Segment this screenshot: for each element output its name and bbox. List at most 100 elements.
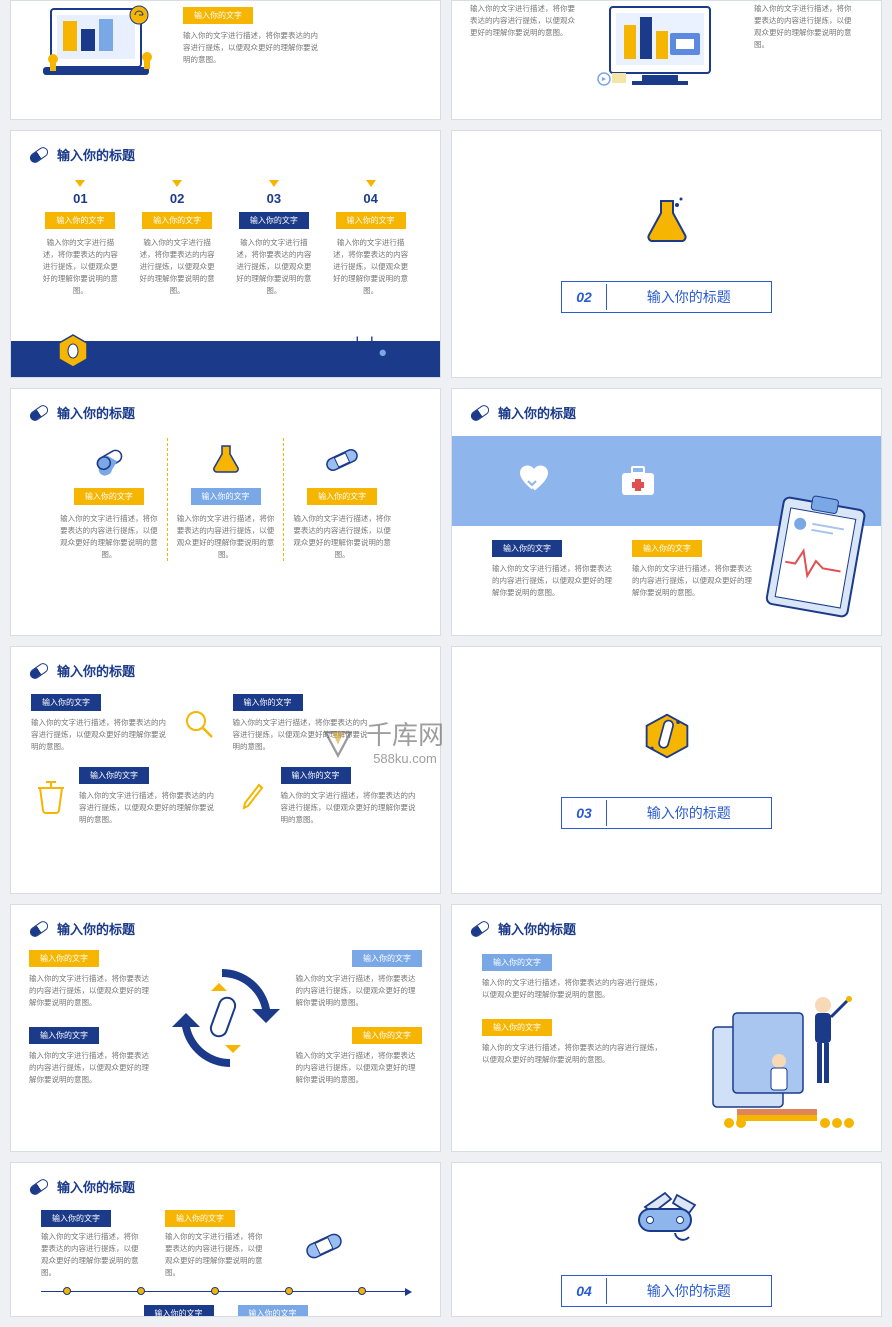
body-text: 输入你的文字进行描述，将你要表达的内容进行提炼，以便观众更好的理解你要说明的意图… bbox=[176, 513, 276, 561]
slide-partial-top-right: 输入你的文字进行描述，将你要表达的内容进行提炼，以便观众更好的理解你要说明的意图… bbox=[451, 0, 882, 120]
slide-divider-04-partial: 04 输入你的标题 bbox=[451, 1162, 882, 1317]
slide-blue-band: 输入你的标题 输入你的文字 输入你的文字进行描述，将你要表达的内容进行提炼，以便… bbox=[451, 388, 882, 636]
text-tag: 输入你的文字 bbox=[41, 1210, 111, 1227]
text-tag: 输入你的文字 bbox=[29, 950, 99, 967]
tl-top-1: 输入你的文字 输入你的文字进行描述，将你要表达的内容进行提炼，以便观众更好的理解… bbox=[41, 1210, 141, 1279]
text-tag: 输入你的文字 bbox=[482, 1019, 552, 1036]
column-number: 02 bbox=[138, 191, 217, 206]
hex-tube-icon bbox=[639, 711, 695, 761]
slide-vertical-two: 输入你的标题 输入你的文字 输入你的文字进行描述，将你要表达的内容进行提炼，以便… bbox=[451, 904, 882, 1152]
bandage-icon bbox=[324, 444, 360, 474]
stethoscope-icon bbox=[350, 331, 390, 371]
slide-title-text: 输入你的标题 bbox=[57, 145, 135, 164]
divider-number: 03 bbox=[562, 800, 607, 826]
body-text: 输入你的文字进行描述，将你要表达的内容进行提炼，以便观众更好的理解你要说明的意图… bbox=[233, 717, 373, 753]
band-col-1: 输入你的文字 输入你的文字进行描述，将你要表达的内容进行提炼，以便观众更好的理解… bbox=[492, 540, 612, 599]
body-text: 输入你的文字进行描述，将你要表达的内容进行提炼，以便观众更好的理解你要说明的意图… bbox=[31, 717, 171, 753]
text-tag: 输入你的文字 bbox=[29, 1027, 99, 1044]
triangle-icon bbox=[172, 180, 182, 187]
capsule-icon bbox=[92, 442, 126, 476]
column-02: 02 输入你的文字 输入你的文字进行描述，将你要表达的内容进行提炼，以便观众更好… bbox=[138, 180, 217, 297]
body-text: 输入你的文字进行描述，将你要表达的内容进行提炼，以便观众更好的理解你要说明的意图… bbox=[29, 973, 156, 1009]
text-tag: 输入你的文字 bbox=[191, 488, 261, 505]
body-text: 输入你的文字进行描述，将你要表达的内容进行提炼，以便观众更好的理解你要说明的意图… bbox=[296, 973, 423, 1009]
cycle-left-col: 输入你的文字 输入你的文字进行描述，将你要表达的内容进行提炼，以便观众更好的理解… bbox=[29, 950, 156, 1086]
body-text: 输入你的文字进行描述，将你要表达的内容进行提炼，以便观众更好的理解你要说明的意图… bbox=[281, 790, 421, 826]
body-text: 输入你的文字进行描述，将你要表达的内容进行提炼，以便观众更好的理解你要说明的意图… bbox=[482, 1042, 662, 1066]
body-text: 输入你的文字进行描述，将你要表达的内容进行提炼，以便观众更好的理解你要说明的意图… bbox=[632, 563, 752, 599]
text-tag: 输入你的文字 bbox=[142, 212, 212, 229]
grid-item-3: 输入你的文字 输入你的文字进行描述，将你要表达的内容进行提炼，以便观众更好的理解… bbox=[31, 767, 219, 826]
text-tag: 输入你的文字 bbox=[165, 1210, 235, 1227]
slide-title-text: 输入你的标题 bbox=[57, 403, 135, 422]
text-tag: 输入你的文字 bbox=[238, 1305, 308, 1317]
text-tag: 输入你的文字 bbox=[31, 694, 101, 711]
body-text: 输入你的文字进行描述，将你要表达的内容进行提炼，以便观众更好的理解你要说明的意图… bbox=[165, 1231, 265, 1279]
text-tag: 输入你的文字 bbox=[239, 212, 309, 229]
body-text: 输入你的文字进行描述，将你要表达的内容进行提炼，以便观众更好的理解你要说明的意图… bbox=[138, 237, 217, 297]
slide-partial-top-left: 输入你的文字 输入你的文字进行描述，将你要表达的内容进行提炼，以便观众更好的理解… bbox=[10, 0, 441, 120]
pill-icon bbox=[28, 661, 50, 681]
body-text: 输入你的文字进行描述，将你要表达的内容进行提炼，以便观众更好的理解你要说明的意图… bbox=[292, 513, 392, 561]
column-03: 03 输入你的文字 输入你的文字进行描述，将你要表达的内容进行提炼，以便观众更好… bbox=[235, 180, 314, 297]
body-text: 输入你的文字进行描述，将你要表达的内容进行提炼，以便观众更好的理解你要说明的意图… bbox=[482, 977, 662, 1001]
text-tag: 输入你的文字 bbox=[144, 1305, 214, 1317]
text-tag: 输入你的文字 bbox=[45, 212, 115, 229]
body-text: 输入你的文字进行描述，将你要表达的内容进行提炼，以便观众更好的理解你要说明的意图… bbox=[492, 563, 612, 599]
slide-title-text: 输入你的标题 bbox=[498, 403, 576, 422]
divider-title: 输入你的标题 bbox=[607, 798, 771, 828]
flask-icon bbox=[639, 195, 695, 245]
hex-bug-icon bbox=[53, 331, 93, 371]
icon-column-3: 输入你的文字 输入你的文字进行描述，将你要表达的内容进行提炼，以便观众更好的理解… bbox=[284, 438, 400, 561]
column-number: 03 bbox=[235, 191, 314, 206]
body-text: 输入你的文字进行描述，将你要表达的内容进行提炼，以便观众更好的理解你要说明的意图… bbox=[183, 30, 323, 66]
text-tag: 输入你的文字 bbox=[281, 767, 351, 784]
flask-small-icon bbox=[211, 442, 241, 476]
tl-bottom-1: 输入你的文字 bbox=[144, 1305, 214, 1317]
slide-title-text: 输入你的标题 bbox=[498, 919, 576, 938]
slide-title-text: 输入你的标题 bbox=[57, 1177, 135, 1196]
pencil-icon bbox=[238, 780, 268, 814]
divider-number: 02 bbox=[562, 284, 607, 310]
heart-hands-icon bbox=[512, 459, 556, 503]
column-04: 04 输入你的文字 输入你的文字进行描述，将你要表达的内容进行提炼，以便观众更好… bbox=[331, 180, 410, 297]
body-text: 输入你的文字进行描述，将你要表达的内容进行提炼，以便观众更好的理解你要说明的意图… bbox=[470, 3, 580, 39]
tl-top-2: 输入你的文字 输入你的文字进行描述，将你要表达的内容进行提炼，以便观众更好的理解… bbox=[165, 1210, 265, 1279]
clipboard-icon bbox=[761, 488, 870, 622]
divider-title: 输入你的标题 bbox=[607, 1276, 771, 1306]
text-tag: 输入你的文字 bbox=[632, 540, 702, 557]
divider-label: 04 输入你的标题 bbox=[561, 1275, 772, 1307]
text-tag: 输入你的文字 bbox=[233, 694, 303, 711]
text-tag: 输入你的文字 bbox=[79, 767, 149, 784]
icon-column-2: 输入你的文字 输入你的文字进行描述，将你要表达的内容进行提炼，以便观众更好的理解… bbox=[168, 438, 285, 561]
triangle-icon bbox=[75, 180, 85, 187]
text-tag: 输入你的文字 bbox=[74, 488, 144, 505]
pill-icon bbox=[28, 919, 50, 939]
slide-three-icons: 输入你的标题 输入你的文字 输入你的文字进行描述，将你要表达的内容进行提炼，以便… bbox=[10, 388, 441, 636]
text-tag: 输入你的文字 bbox=[492, 540, 562, 557]
triangle-icon bbox=[269, 180, 279, 187]
people-illustration-icon bbox=[693, 983, 863, 1133]
pill-icon bbox=[469, 919, 491, 939]
slide-cycle: 输入你的标题 输入你的文字 输入你的文字进行描述，将你要表达的内容进行提炼，以便… bbox=[10, 904, 441, 1152]
text-tag: 输入你的文字 bbox=[307, 488, 377, 505]
slide-divider-03: 03 输入你的标题 bbox=[451, 646, 882, 894]
monitor-illustration-icon bbox=[592, 1, 742, 96]
text-tag: 输入你的文字 bbox=[352, 1027, 422, 1044]
body-text: 输入你的文字进行描述，将你要表达的内容进行提炼，以便观众更好的理解你要说明的意图… bbox=[754, 3, 854, 51]
slide-four-items: 输入你的标题 输入你的文字 输入你的文字进行描述，将你要表达的内容进行提炼，以便… bbox=[10, 646, 441, 894]
grid-item-2: 输入你的文字 输入你的文字进行描述，将你要表达的内容进行提炼，以便观众更好的理解… bbox=[233, 694, 421, 753]
body-text: 输入你的文字进行描述，将你要表达的内容进行提炼，以便观众更好的理解你要说明的意图… bbox=[59, 513, 159, 561]
slide-divider-02: 02 输入你的标题 bbox=[451, 130, 882, 378]
divider-label: 02 输入你的标题 bbox=[561, 281, 772, 313]
pill-icon bbox=[469, 403, 491, 423]
pill-icon bbox=[28, 1177, 50, 1197]
slide-title-text: 输入你的标题 bbox=[57, 661, 135, 680]
slide-title-text: 输入你的标题 bbox=[57, 919, 135, 938]
grid-item-1: 输入你的文字 输入你的文字进行描述，将你要表达的内容进行提炼，以便观众更好的理解… bbox=[31, 694, 219, 753]
laptop-illustration-icon bbox=[29, 1, 169, 91]
column-number: 04 bbox=[331, 191, 410, 206]
cycle-right-col: 输入你的文字 输入你的文字进行描述，将你要表达的内容进行提炼，以便观众更好的理解… bbox=[296, 950, 423, 1086]
text-tag: 输入你的文字 bbox=[482, 954, 552, 971]
magnifier-icon bbox=[182, 707, 216, 741]
